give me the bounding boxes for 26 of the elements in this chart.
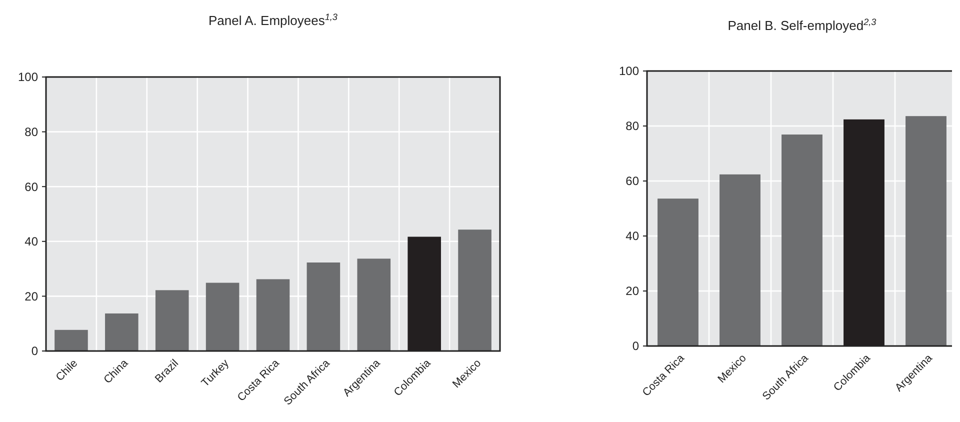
- y-tick-label: 40: [626, 229, 640, 244]
- bar: [658, 198, 698, 346]
- bar: [256, 279, 290, 351]
- y-tick-label: 20: [626, 284, 640, 298]
- y-tick-label: 40: [24, 234, 38, 249]
- y-tick-label: 80: [24, 125, 38, 139]
- y-tick-label: 60: [24, 180, 38, 194]
- chart-title: Panel B. Self-employed$^{2,3}$: [728, 17, 876, 33]
- y-tick-label: 0: [31, 344, 38, 358]
- bar: [105, 313, 138, 351]
- y-tick-label: 80: [626, 119, 640, 134]
- chart-title: Panel A. Employees$^{1,3}$: [208, 12, 338, 28]
- bar: [155, 290, 189, 351]
- bar: [357, 258, 391, 351]
- bar: [54, 330, 88, 351]
- y-tick-label: 100: [18, 70, 38, 84]
- bar: [206, 282, 240, 351]
- bar: [458, 230, 492, 351]
- y-tick-label: 20: [24, 289, 38, 304]
- bar: [906, 116, 946, 346]
- y-tick-label: 100: [618, 64, 640, 78]
- bar: [306, 262, 340, 351]
- y-tick-label: 0: [632, 339, 640, 354]
- bar: [720, 174, 760, 346]
- bar: [782, 134, 822, 346]
- y-tick-label: 60: [626, 174, 640, 188]
